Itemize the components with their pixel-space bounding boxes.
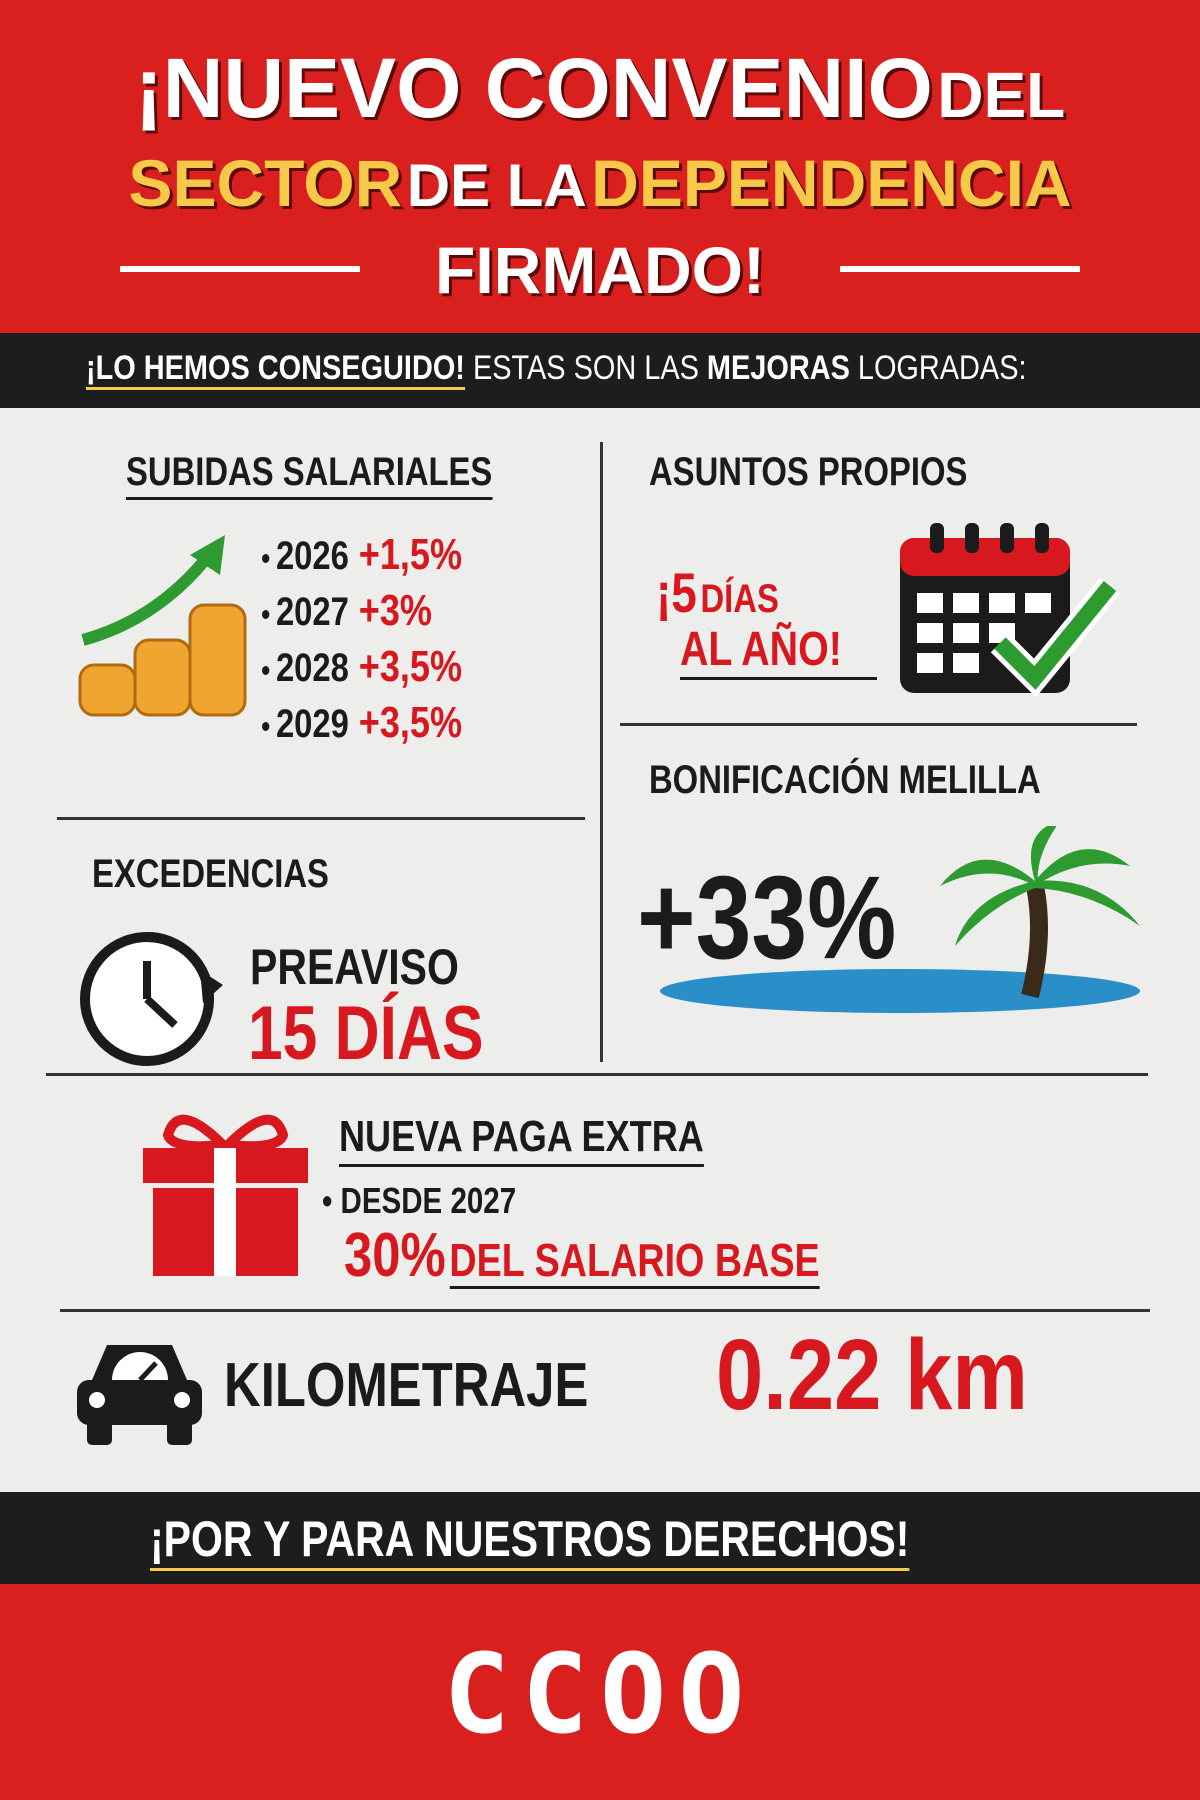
- salary-item: 2029 +3,5%: [262, 698, 506, 754]
- extra-pay-text: DESDE 2027: [340, 1180, 517, 1221]
- personal-title: ASUNTOS PROPIOS: [649, 450, 968, 494]
- salary-item: 2027 +3%: [262, 586, 506, 642]
- section-title: ASUNTOS PROPIOS: [649, 450, 1037, 497]
- divider: [60, 1309, 1150, 1312]
- personal-text: ¡5: [656, 561, 697, 624]
- banner-strong: MEJORAS: [706, 349, 850, 387]
- divider: [57, 817, 585, 820]
- bullet-dot: [262, 665, 270, 675]
- leave-line2: 15 DÍAS: [248, 990, 535, 1077]
- title-rule: [120, 266, 360, 272]
- salary-row: 2027 +3%: [262, 586, 432, 636]
- car-icon: [77, 1345, 202, 1445]
- header-band: [0, 0, 1200, 333]
- extra-pay-line: 30% DEL SALARIO BASE: [344, 1220, 924, 1291]
- mileage-text: 0.22 km: [716, 1319, 1028, 1431]
- title-text: DE LA: [406, 152, 587, 219]
- extra-pay-title: NUEVA PAGA EXTRA: [339, 1112, 704, 1167]
- mileage-value: 0.22 km: [716, 1318, 1083, 1433]
- extra-pay-bullet: • DESDE 2027: [322, 1180, 517, 1221]
- title-text: DEPENDENCIA: [591, 146, 1072, 220]
- gift-icon: [143, 1114, 308, 1276]
- leave-text: 15 DÍAS: [248, 991, 484, 1076]
- banner-text: ¡LO HEMOS CONSEGUIDO! ESTAS SON LAS MEJO…: [86, 349, 1192, 390]
- bullet-dot: [262, 609, 270, 619]
- divider: [46, 1073, 1148, 1076]
- leave-text: PREAVISO: [250, 939, 459, 995]
- salary-year: 2026: [275, 534, 349, 578]
- banner-normal: LOGRADAS:: [857, 349, 1027, 387]
- salary-row: 2028 +3,5%: [262, 642, 462, 692]
- personal-line1: ¡5 DÍAS: [656, 560, 806, 625]
- salary-raise: +1,5%: [358, 530, 463, 579]
- bullet-dot: [262, 553, 270, 563]
- salary-row: 2029 +3,5%: [262, 698, 462, 748]
- salary-title: SUBIDAS SALARIALES: [126, 450, 493, 500]
- salary-row: 2026 +1,5%: [262, 530, 462, 580]
- title-line-1: ¡NUEVO CONVENIO DEL: [0, 40, 1200, 137]
- mileage-text: KILOMETRAJE: [224, 1351, 589, 1420]
- title-text: ¡NUEVO CONVENIO: [134, 41, 933, 135]
- palm-icon: [660, 826, 1140, 1013]
- title-line-2: SECTOR DE LA DEPENDENCIA: [0, 145, 1200, 221]
- slogan-text: ¡POR Y PARA NUESTROS DERECHOS!: [150, 1510, 910, 1571]
- salary-year: 2027: [275, 590, 349, 634]
- banner: [0, 333, 1200, 408]
- divider: [620, 723, 1137, 726]
- personal-text: DÍAS: [700, 577, 779, 621]
- clock-icon: [80, 932, 223, 1066]
- extra-pay-text: DEL SALARIO BASE: [449, 1234, 820, 1289]
- banner-strong: ¡LO HEMOS CONSEGUIDO!: [86, 349, 465, 390]
- footer-band: [0, 1584, 1200, 1800]
- section-title: NUEVA PAGA EXTRA: [339, 1112, 784, 1167]
- salary-year: 2028: [275, 646, 349, 690]
- salary-raise: +3,5%: [358, 698, 463, 747]
- salary-item: 2028 +3,5%: [262, 642, 506, 698]
- mileage-label: KILOMETRAJE: [224, 1350, 668, 1421]
- personal-text: AL AÑO!: [680, 623, 842, 676]
- title-line-3: FIRMADO!: [435, 233, 765, 307]
- extra-pay-text: 30%: [344, 1221, 446, 1290]
- melilla-text: +33%: [637, 852, 897, 984]
- leave-title: EXCEDENCIAS: [92, 852, 329, 896]
- section-title: EXCEDENCIAS: [92, 852, 381, 899]
- title-text: DEL: [937, 59, 1066, 131]
- section-title: BONIFICACIÓN MELILLA: [649, 758, 1127, 805]
- salary-list: 2026 +1,5% 2027 +3% 2028 +3,5% 2029 +3,5%: [262, 530, 506, 754]
- salary-raise: +3%: [358, 586, 432, 635]
- divider: [600, 442, 603, 1062]
- banner-normal: ESTAS SON LAS: [472, 349, 699, 387]
- salary-year: 2029: [275, 702, 349, 746]
- title-rule: [840, 266, 1080, 272]
- leave-line1: PREAVISO: [250, 938, 505, 996]
- calendar-icon: [900, 523, 1120, 698]
- title-text: SECTOR: [128, 146, 403, 220]
- coins-icon: [78, 535, 247, 717]
- melilla-title: BONIFICACIÓN MELILLA: [649, 758, 1041, 802]
- section-title: SUBIDAS SALARIALES: [126, 450, 573, 500]
- salary-raise: +3,5%: [358, 642, 463, 691]
- salary-item: 2026 +1,5%: [262, 530, 506, 586]
- melilla-value: +33%: [637, 850, 942, 986]
- logo: CCOO: [443, 1630, 757, 1758]
- personal-line2: AL AÑO!: [680, 622, 878, 680]
- slogan: ¡POR Y PARA NUESTROS DERECHOS!: [150, 1510, 1076, 1571]
- bullet-dot: [262, 721, 270, 731]
